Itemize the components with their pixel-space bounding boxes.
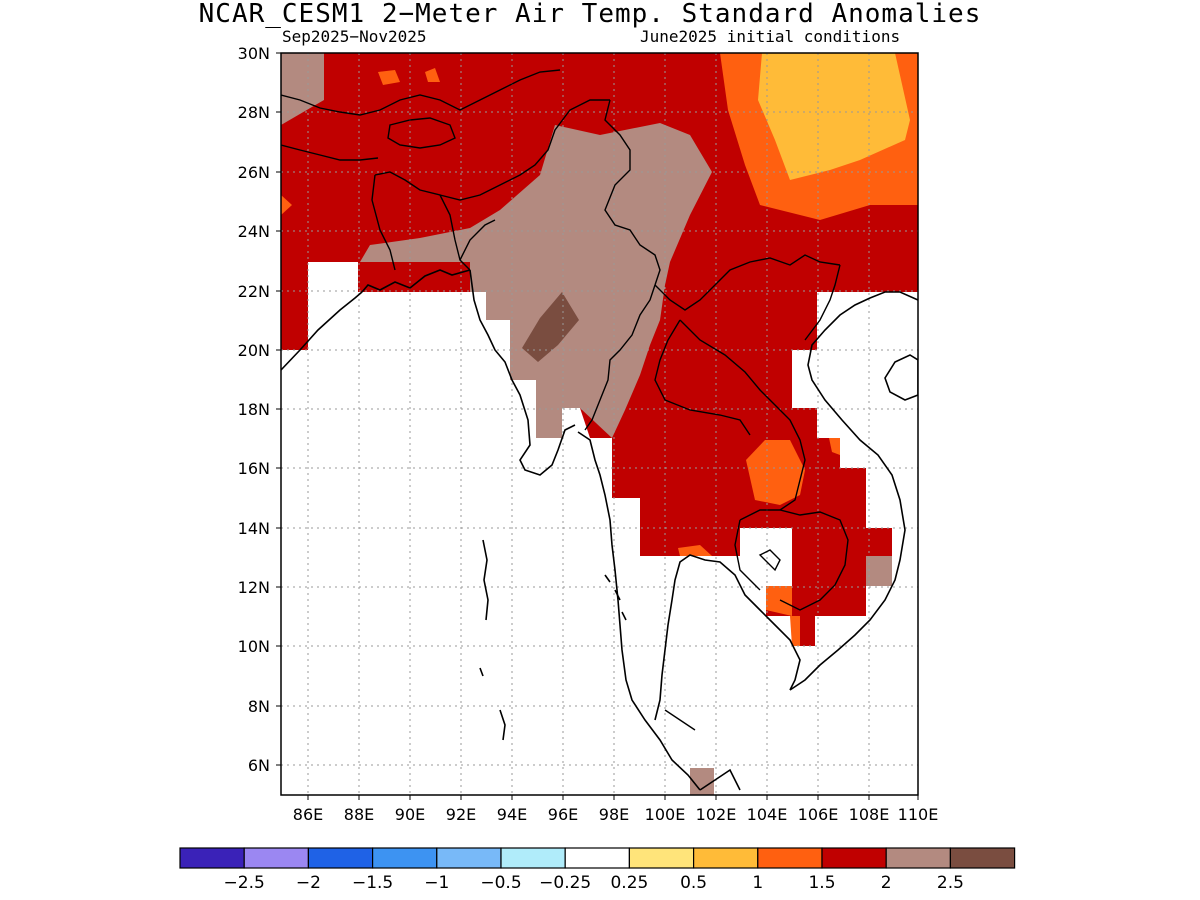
init-label: June2025 initial conditions [640,27,901,46]
season-label: Sep2025−Nov2025 [282,27,427,46]
colorbar-label: 1 [752,873,763,893]
lon-tick-label: 92E [446,805,476,824]
map-frame [280,52,919,796]
lat-tick-label: 28N [238,103,270,122]
lat-axis [276,52,281,766]
colorbar-swatch [757,847,823,869]
lon-tick-label: 100E [645,805,686,824]
colorbar-swatch [243,847,309,869]
lon-tick-label: 94E [497,805,527,824]
colorbar-swatch [372,847,438,869]
lon-tick-label: 102E [696,805,737,824]
colorbar-label: 1.5 [808,873,835,893]
colorbar-swatch [500,847,566,869]
lat-tick-label: 22N [238,282,270,301]
anomaly-region-25 [360,123,712,438]
anomaly-region-15 [378,70,400,85]
colorbar-swatch [179,847,245,869]
colorbar-swatch [885,847,952,869]
map-title: NCAR_CESM1 2−Meter Air Temp. Standard An… [198,0,982,29]
colorbar-swatch [692,847,759,869]
colorbar-label: −1.5 [352,873,393,893]
anomaly-region-25 [690,768,714,795]
colorbar-swatch [307,847,374,869]
colorbar-label: −0.5 [480,873,521,893]
lon-tick-label: 96E [548,805,578,824]
lat-tick-label: 24N [238,222,270,241]
colorbar-label: −2.5 [224,873,265,893]
anomaly-region-1 [758,53,910,180]
anomaly-region-15 [281,195,292,215]
lat-tick-label: 6N [248,756,270,775]
lat-tick-label: 18N [238,400,270,419]
country-borders [281,69,849,731]
anomaly-region-15 [790,616,800,646]
colorbar-swatch [564,847,631,869]
lat-tick-label: 8N [248,697,270,716]
lat-tick-label: 12N [238,578,270,597]
lon-tick-label: 90E [395,805,425,824]
coastlines [281,269,918,791]
lat-tick-label: 30N [238,44,270,63]
colorbar-label: −2 [296,873,321,893]
anomaly-region-15 [766,586,792,616]
colorbar-label: 0.5 [680,873,707,893]
colorbar-label: −0.25 [539,873,591,893]
lon-tick-label: 104E [747,805,788,824]
colorbar-swatch [821,847,887,869]
lon-tick-label: 110E [898,805,939,824]
colorbar-labels: −2.5 −2 −1.5 −1 −0.5 −0.25 0.25 0.5 1 1.5 2 2.5 [224,873,964,893]
anomaly-region-15 [678,545,712,556]
lon-tick-label: 98E [599,805,629,824]
colorbar-swatch [949,847,1016,869]
lon-tick-label: 88E [344,805,374,824]
colorbar [179,847,1016,869]
anomaly-region-3 [522,292,579,362]
lon-tick-label: 86E [293,805,323,824]
grid-lines [281,53,918,795]
lon-tick-label: 108E [849,805,890,824]
anomaly-field [281,53,918,795]
colorbar-label: −1 [424,873,449,893]
lon-tick-label: 106E [798,805,839,824]
colorbar-label: 0.25 [610,873,648,893]
lon-axis [307,795,919,800]
anomaly-region-15 [829,438,840,455]
lat-tick-label: 16N [238,459,270,478]
lat-tick-label: 10N [238,637,270,656]
lat-tick-label: 26N [238,163,270,182]
anomaly-region-15 [746,440,805,505]
lat-tick-label: 20N [238,341,270,360]
lat-tick-label: 14N [238,519,270,538]
anomaly-region-25 [866,556,892,586]
colorbar-label: 2 [881,873,892,893]
colorbar-swatch [436,847,502,869]
colorbar-swatch [628,847,695,869]
anomaly-region-15 [425,68,440,82]
colorbar-label: 2.5 [937,873,964,893]
anomaly-region-25 [281,53,324,125]
